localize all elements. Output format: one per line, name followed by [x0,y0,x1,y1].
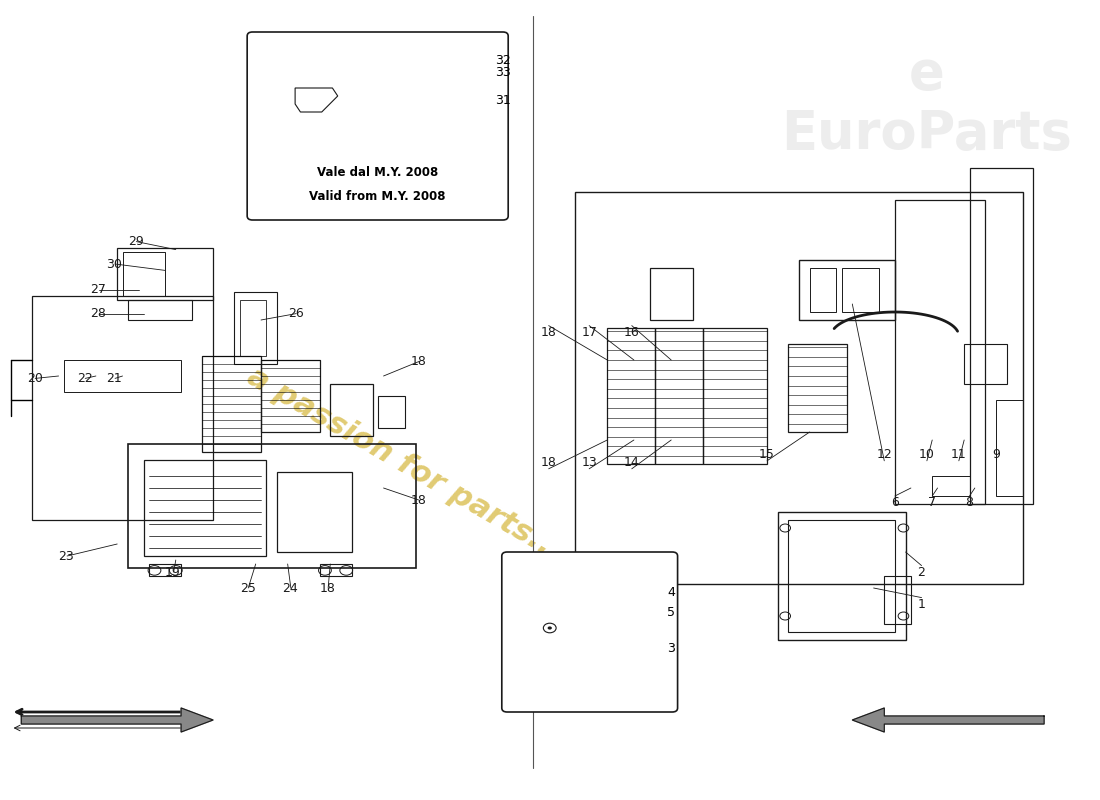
Text: 1: 1 [917,598,925,610]
Bar [277,472,352,552]
Circle shape [548,626,552,630]
Text: a passion for parts...: a passion for parts... [242,362,568,566]
Text: 10: 10 [918,448,935,461]
Bar [240,300,266,356]
Bar [842,268,879,312]
Bar [789,520,895,632]
Text: 19: 19 [165,566,180,578]
Bar [789,344,847,432]
Bar [202,356,261,452]
Text: e
EuroParts: e EuroParts [781,48,1072,160]
Bar [997,400,1023,496]
Polygon shape [852,708,1044,732]
Bar [778,512,905,640]
Bar [128,300,191,320]
Bar [703,328,767,464]
Text: 25: 25 [240,582,255,594]
Text: 32: 32 [495,54,512,66]
Text: Vale dal M.Y. 2008: Vale dal M.Y. 2008 [317,166,438,178]
Bar [810,268,836,312]
Bar [884,576,911,624]
Text: 18: 18 [410,494,426,506]
Text: 21: 21 [107,372,122,385]
Bar [122,252,165,296]
Bar [330,384,373,436]
Text: 27: 27 [90,283,107,296]
Bar [969,168,1033,504]
Bar [965,344,1007,384]
Text: 17: 17 [581,326,597,338]
Bar [607,328,656,464]
Text: 12: 12 [877,448,892,461]
Text: 18: 18 [410,355,426,368]
Bar [128,444,416,568]
Text: 8: 8 [966,496,974,509]
Text: 26: 26 [288,307,304,320]
Text: 23: 23 [58,550,75,562]
Bar [534,640,608,684]
Bar [234,292,277,364]
Text: 15: 15 [759,448,775,461]
Text: Valid from M.Y. 2008: Valid from M.Y. 2008 [309,190,446,202]
Text: 18: 18 [541,326,557,338]
Text: 2: 2 [917,566,925,578]
Text: 7: 7 [928,496,936,509]
Text: 18: 18 [541,456,557,469]
Text: 18: 18 [320,582,336,594]
FancyBboxPatch shape [502,552,678,712]
Bar [118,248,213,300]
Bar [932,476,969,496]
Text: 33: 33 [495,66,512,78]
Text: 5: 5 [667,606,675,618]
Text: 13: 13 [581,456,597,469]
Bar [799,260,895,320]
Bar [378,396,405,428]
Polygon shape [21,708,213,732]
Bar [150,564,182,576]
Bar [320,564,352,576]
Bar [261,360,320,432]
Text: 22: 22 [77,372,92,385]
Bar [32,296,213,520]
Text: 4: 4 [667,586,674,598]
Text: 30: 30 [107,258,122,270]
Text: 6: 6 [891,496,899,509]
Bar [895,200,986,504]
Text: 16: 16 [624,326,639,338]
Text: 11: 11 [952,448,967,461]
Bar [587,652,614,676]
Text: 31: 31 [495,94,512,106]
Text: 9: 9 [992,448,1000,461]
Text: 20: 20 [26,372,43,385]
Text: 3: 3 [667,642,674,654]
Bar [650,268,693,320]
Text: 29: 29 [128,235,144,248]
FancyBboxPatch shape [248,32,508,220]
Bar [575,192,1023,584]
Text: 28: 28 [90,307,107,320]
Bar [64,360,182,392]
Bar [144,460,266,556]
Text: 14: 14 [624,456,639,469]
Bar [656,328,703,464]
Text: 24: 24 [283,582,298,594]
